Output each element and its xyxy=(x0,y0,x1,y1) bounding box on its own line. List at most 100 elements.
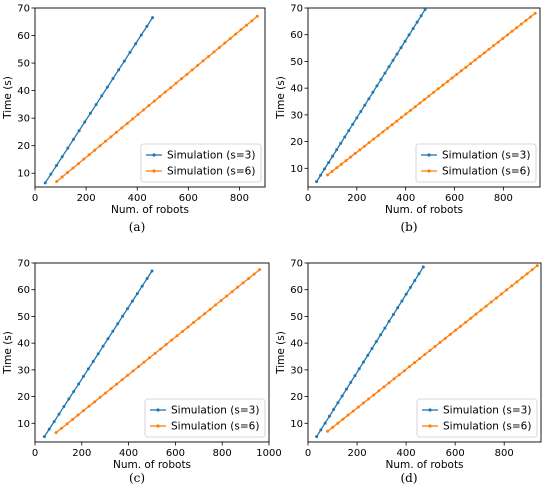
data-point xyxy=(93,400,97,404)
data-point xyxy=(136,113,140,117)
data-point xyxy=(383,71,387,75)
y-tick-label: 50 xyxy=(17,312,30,323)
data-point xyxy=(93,148,97,152)
panel-caption: (a) xyxy=(129,220,146,234)
data-point xyxy=(387,319,391,323)
y-tick-label: 70 xyxy=(17,259,30,270)
data-point xyxy=(395,119,399,123)
data-point xyxy=(433,344,437,348)
data-point xyxy=(87,404,91,408)
data-point xyxy=(145,277,149,281)
data-point xyxy=(83,120,87,124)
data-point xyxy=(82,409,86,413)
data-point xyxy=(353,374,357,378)
data-point xyxy=(419,14,423,18)
data-point xyxy=(196,63,200,67)
data-point xyxy=(445,80,449,84)
data-point xyxy=(436,87,440,91)
data-point xyxy=(327,414,331,418)
data-point xyxy=(315,180,319,184)
data-point xyxy=(105,85,109,89)
data-point xyxy=(77,382,81,386)
data-point xyxy=(244,23,248,27)
data-point xyxy=(376,133,380,137)
data-point xyxy=(207,54,211,58)
data-point xyxy=(407,33,411,37)
data-point xyxy=(47,427,51,431)
chart-panel-1: 0 200 400 600 800 10 20 30 40 50 60 70 Num. of robot… xyxy=(2,4,266,234)
data-point xyxy=(65,422,69,426)
data-point xyxy=(150,269,154,273)
y-tick-label: 30 xyxy=(17,114,30,125)
data-point xyxy=(387,381,391,385)
legend-marker xyxy=(156,424,160,428)
data-point xyxy=(186,325,190,329)
data-point xyxy=(76,413,80,417)
data-point xyxy=(381,130,385,134)
data-point xyxy=(57,412,61,416)
data-point xyxy=(139,33,143,37)
data-point xyxy=(335,148,339,152)
y-tick-label: 40 xyxy=(290,339,303,350)
x-tick-label: 1000 xyxy=(256,448,281,459)
data-point xyxy=(344,159,348,163)
data-point xyxy=(319,173,323,177)
data-point xyxy=(114,130,118,134)
data-point xyxy=(484,304,488,308)
data-point xyxy=(525,272,529,276)
panel-caption: (b) xyxy=(400,220,417,234)
data-point xyxy=(212,50,216,54)
data-point xyxy=(125,121,129,125)
chart-panel-4: 0 200 400 600 800 10 20 30 40 50 60 70 Num. of robot… xyxy=(275,259,542,485)
panel-caption: (c) xyxy=(129,471,145,485)
data-point xyxy=(179,77,183,81)
data-point xyxy=(346,413,350,417)
data-point xyxy=(524,19,528,23)
data-point xyxy=(71,417,75,421)
data-point xyxy=(223,41,227,45)
data-point xyxy=(340,394,344,398)
data-point xyxy=(101,344,105,348)
data-point xyxy=(331,425,335,429)
legend-marker xyxy=(152,169,156,173)
legend-box xyxy=(140,143,262,183)
legend-label: Simulation (s=3) xyxy=(443,405,531,417)
data-point xyxy=(387,65,391,69)
data-point xyxy=(109,135,113,139)
x-axis-title: Num. of robots xyxy=(385,459,463,471)
x-tick-label: 0 xyxy=(305,193,311,204)
data-point xyxy=(158,95,162,99)
data-point xyxy=(418,101,422,105)
data-point xyxy=(228,37,232,41)
data-point xyxy=(67,397,71,401)
data-point xyxy=(535,264,539,268)
legend-label: Simulation (s=6) xyxy=(171,421,259,433)
data-point xyxy=(131,117,135,121)
data-point xyxy=(382,385,386,389)
data-point xyxy=(181,329,185,333)
data-point xyxy=(331,154,335,158)
y-tick-label: 20 xyxy=(17,141,30,152)
data-point xyxy=(469,316,473,320)
data-point xyxy=(98,395,102,399)
y-tick-label: 60 xyxy=(17,285,30,296)
legend-marker xyxy=(427,169,431,173)
data-point xyxy=(66,171,70,175)
data-point xyxy=(408,285,412,289)
data-point xyxy=(496,40,500,44)
data-point xyxy=(60,175,64,179)
data-point xyxy=(122,59,126,63)
data-point xyxy=(126,373,130,377)
data-point xyxy=(396,306,400,310)
data-point xyxy=(428,349,432,353)
data-point xyxy=(131,369,135,373)
data-point xyxy=(252,272,256,276)
data-point xyxy=(519,22,523,26)
data-point xyxy=(96,352,100,356)
data-point xyxy=(357,367,361,371)
legend-box xyxy=(415,143,537,183)
data-point xyxy=(239,28,243,32)
data-point xyxy=(164,343,168,347)
data-point xyxy=(82,157,86,161)
